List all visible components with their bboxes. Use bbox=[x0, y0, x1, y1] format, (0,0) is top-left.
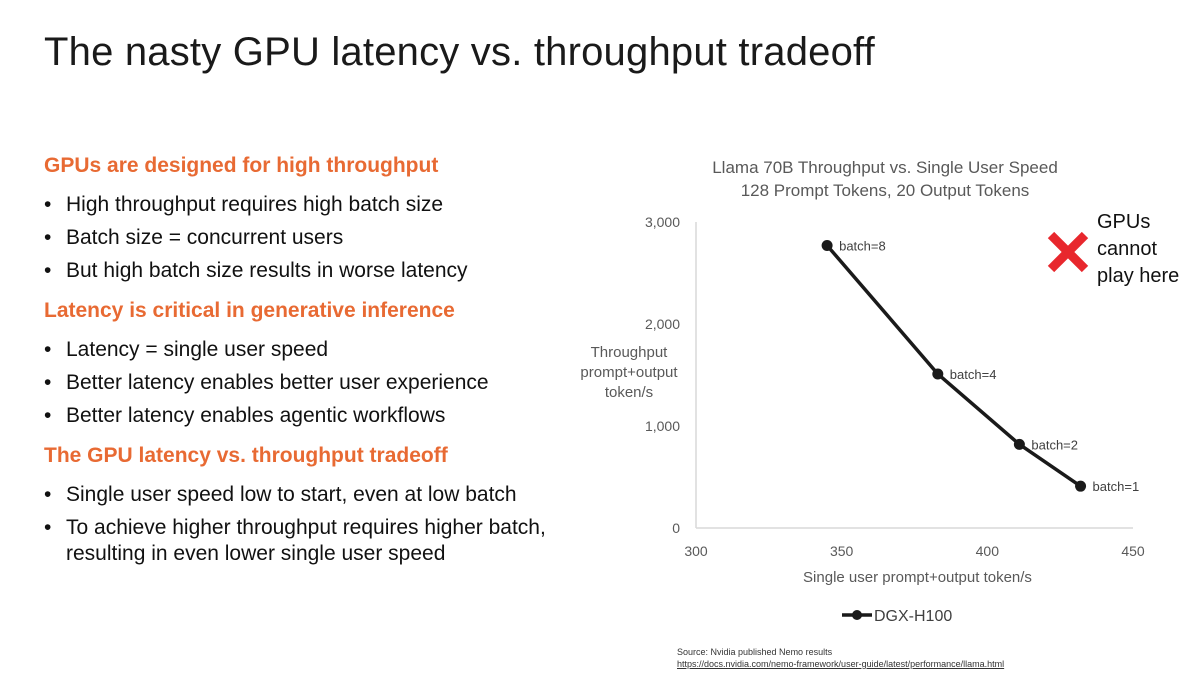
throughput-latency-chart: Llama 70B Throughput vs. Single User Spe… bbox=[580, 158, 1179, 625]
data-point bbox=[932, 368, 944, 380]
y-axis-label: prompt+output bbox=[580, 364, 678, 381]
data-label: batch=4 bbox=[950, 367, 997, 382]
y-tick-label: 3,000 bbox=[645, 214, 680, 230]
bullet-item: But high batch size results in worse lat… bbox=[44, 258, 604, 284]
bullet-item: Latency = single user speed bbox=[44, 337, 604, 363]
legend-label: DGX-H100 bbox=[874, 608, 952, 625]
y-axis-label: token/s bbox=[605, 384, 653, 401]
annotation-text: GPUs bbox=[1097, 211, 1150, 233]
section-heading-throughput: GPUs are designed for high throughput bbox=[44, 154, 439, 177]
series-line-dgx-h100 bbox=[825, 244, 1082, 488]
data-label: batch=8 bbox=[839, 238, 886, 253]
bullet-item: To achieve higher throughput requires hi… bbox=[44, 515, 604, 567]
bullet-item: Better latency enables better user exper… bbox=[44, 370, 604, 396]
chart-title: Llama 70B Throughput vs. Single User Spe… bbox=[712, 158, 1058, 177]
annotation-text: cannot bbox=[1097, 238, 1157, 260]
y-axis-label: Throughput bbox=[591, 344, 669, 361]
bullet-item: Single user speed low to start, even at … bbox=[44, 482, 604, 508]
red-x-icon bbox=[1047, 231, 1089, 273]
section-heading-latency: Latency is critical in generative infere… bbox=[44, 299, 455, 322]
bullet-list: GPUs are designed for high throughput Hi… bbox=[44, 146, 604, 574]
source-note: Source: Nvidia published Nemo results ht… bbox=[677, 646, 1004, 670]
data-point bbox=[1013, 438, 1025, 450]
legend-marker bbox=[852, 610, 862, 620]
x-tick-label: 350 bbox=[830, 543, 854, 559]
y-tick-label: 0 bbox=[672, 520, 680, 536]
source-label: Source: Nvidia published Nemo results bbox=[677, 647, 833, 657]
x-tick-label: 450 bbox=[1121, 543, 1145, 559]
x-axis-label: Single user prompt+output token/s bbox=[803, 569, 1032, 586]
section-heading-tradeoff: The GPU latency vs. throughput tradeoff bbox=[44, 444, 448, 467]
data-label: batch=1 bbox=[1093, 479, 1140, 494]
data-point bbox=[1075, 480, 1087, 492]
annotation-text: play here bbox=[1097, 265, 1179, 287]
bullet-item: Batch size = concurrent users bbox=[44, 225, 604, 251]
x-tick-label: 300 bbox=[684, 543, 708, 559]
bullet-item: High throughput requires high batch size bbox=[44, 192, 604, 218]
data-label: batch=2 bbox=[1031, 437, 1078, 452]
bullet-item: Better latency enables agentic workflows bbox=[44, 403, 604, 429]
data-point bbox=[821, 239, 833, 251]
y-tick-label: 1,000 bbox=[645, 418, 680, 434]
y-tick-label: 2,000 bbox=[645, 316, 680, 332]
slide-title: The nasty GPU latency vs. throughput tra… bbox=[44, 30, 875, 74]
x-tick-label: 400 bbox=[976, 543, 1000, 559]
chart-title: 128 Prompt Tokens, 20 Output Tokens bbox=[741, 181, 1030, 200]
source-link[interactable]: https://docs.nvidia.com/nemo-framework/u… bbox=[677, 659, 1005, 669]
